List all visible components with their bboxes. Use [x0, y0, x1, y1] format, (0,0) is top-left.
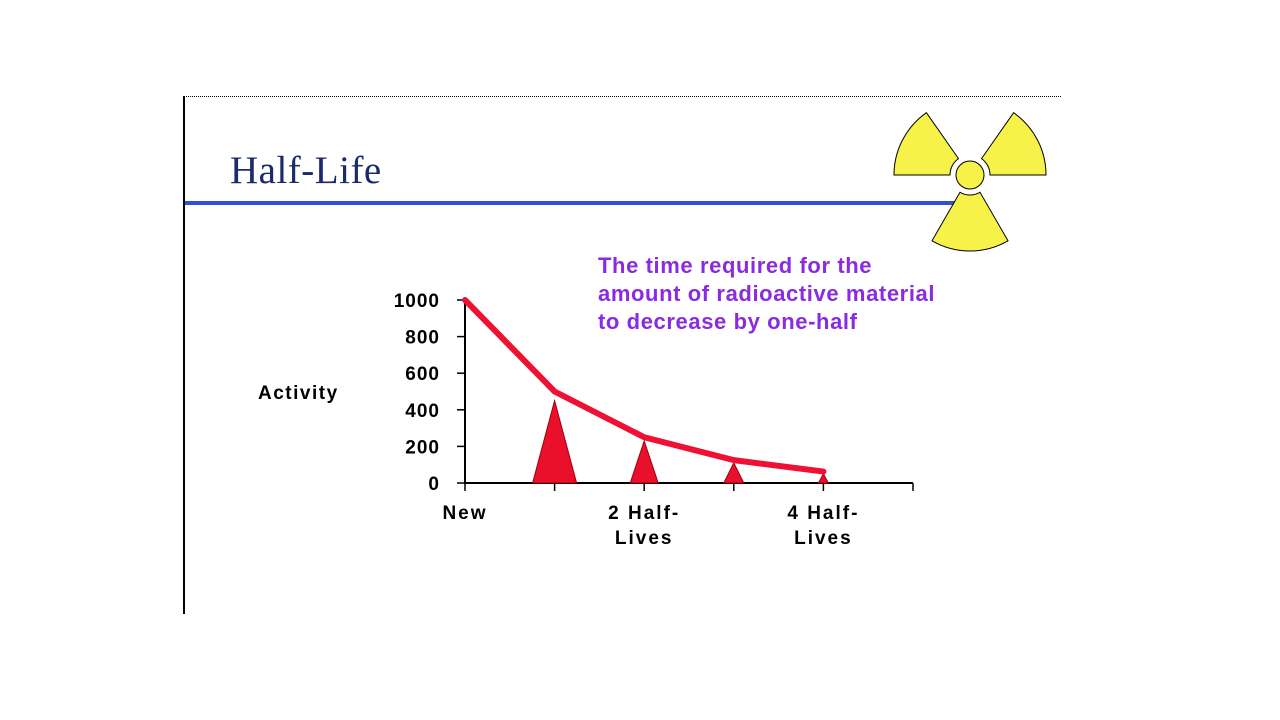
activity-spike [629, 439, 659, 484]
y-tick-label: 1000 [394, 291, 440, 312]
decay-curve [462, 297, 827, 475]
activity-spikes [531, 398, 830, 484]
decay-point [820, 469, 826, 475]
trefoil-blade-left [893, 112, 960, 176]
decay-point [731, 457, 737, 463]
x-tick-label: Lives [615, 528, 674, 549]
definition-line-2: amount of radioactive material [598, 281, 936, 306]
decay-point [462, 297, 468, 303]
definition-line-1: The time required for the [598, 253, 873, 278]
slide-frame-top [183, 96, 1061, 97]
trefoil-blade-bottom [931, 191, 1009, 252]
radiation-trefoil-icon [893, 112, 1047, 252]
definition-line-3: to decrease by one-half [598, 309, 858, 334]
slide-frame-left [183, 96, 185, 614]
title-rule [185, 201, 965, 205]
activity-spike [817, 472, 830, 484]
definition-text: The time required for the amount of radi… [598, 252, 1068, 336]
decay-point [552, 389, 558, 394]
x-tick-label: 4 Half- [787, 503, 859, 524]
x-tick-label: Lives [794, 528, 853, 549]
chart-axes [457, 299, 914, 491]
y-tick-label: 0 [428, 474, 440, 495]
decay-point [641, 434, 647, 440]
trefoil-blade-right [980, 112, 1047, 176]
y-axis-label: Activity [258, 383, 339, 404]
y-tick-label: 400 [405, 401, 440, 422]
slide-title: Half-Life [230, 149, 382, 192]
activity-spike [531, 398, 578, 484]
x-tick-label: 2 Half- [608, 503, 680, 524]
y-tick-label: 600 [405, 364, 440, 385]
activity-spike [722, 461, 745, 484]
trefoil-center [955, 160, 985, 190]
chart-labels: 0 200 400 600 800 1000 New 2 Half- Lives 4 Half- L… [258, 291, 859, 549]
y-tick-label: 800 [405, 328, 440, 349]
y-tick-label: 200 [405, 437, 440, 458]
x-tick-label: New [442, 503, 487, 524]
